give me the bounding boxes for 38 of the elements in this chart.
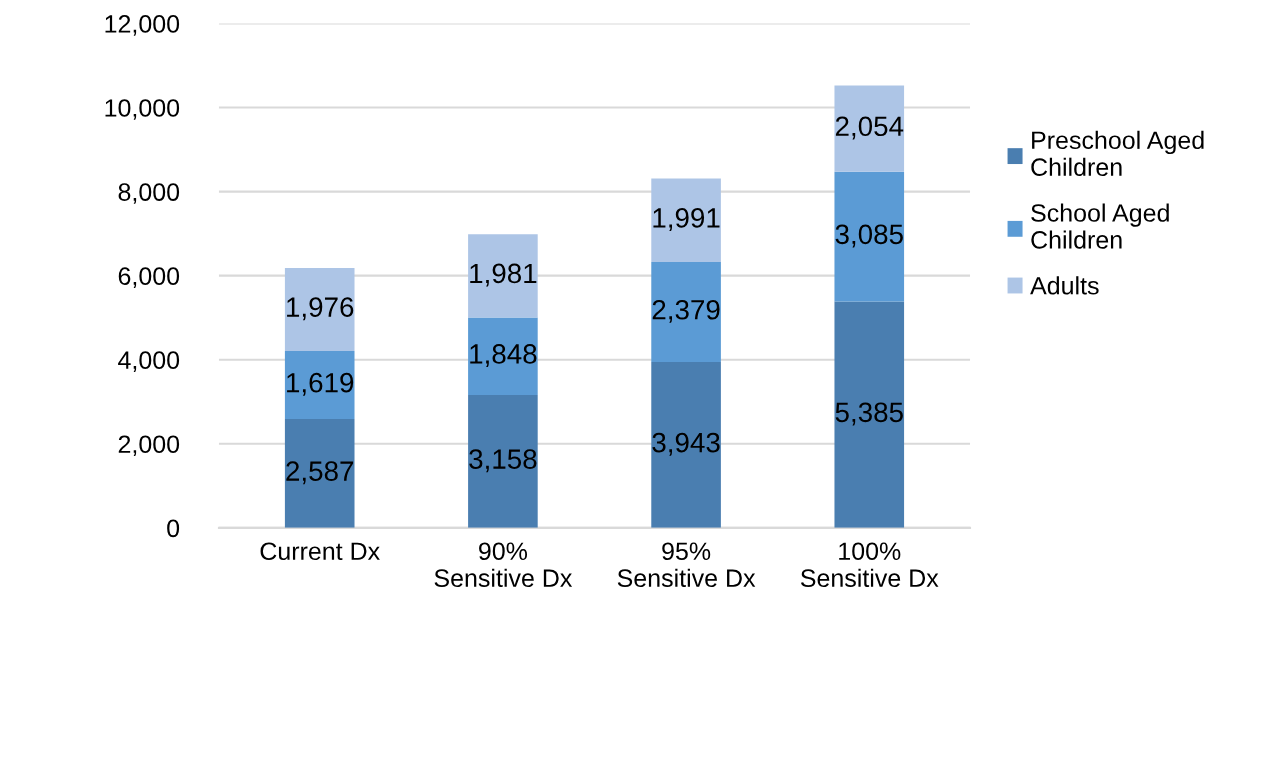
- data-label: 2,587: [286, 461, 354, 485]
- legend-label: Adults: [1030, 276, 1099, 295]
- data-label: 1,848: [470, 344, 537, 368]
- bar: [834, 171, 905, 302]
- bar: [651, 178, 721, 263]
- bar: [468, 234, 538, 318]
- data-label: 2,379: [652, 299, 720, 323]
- data-label: 3,085: [835, 224, 903, 248]
- y-tick-label: 2,000: [118, 435, 180, 457]
- y-tick-label: 10,000: [105, 99, 180, 120]
- legend-label: School Aged Children: [1031, 203, 1169, 249]
- bar: [468, 395, 538, 528]
- bar: [834, 85, 905, 172]
- bar: [284, 419, 355, 528]
- legend-label: Preschool Aged Children: [1031, 130, 1204, 177]
- data-label: 3,158: [469, 449, 537, 473]
- y-tick-label: 4,000: [118, 351, 180, 372]
- data-label: 1,976: [287, 297, 354, 321]
- bar: [834, 301, 905, 528]
- bar: [284, 351, 355, 420]
- y-tick-label: 6,000: [118, 267, 180, 288]
- bar: [651, 262, 721, 363]
- y-tick-label: 0: [167, 519, 180, 538]
- data-label: 1,619: [287, 372, 354, 396]
- bar: [284, 268, 355, 352]
- data-label: 5,385: [835, 402, 903, 426]
- x-tick-label: 90% Sensitive Dx: [434, 542, 573, 588]
- data-label: 1,991: [653, 208, 720, 232]
- data-label: 1,981: [470, 263, 537, 287]
- x-tick-label: 95% Sensitive Dx: [617, 542, 756, 588]
- y-tick-label: 8,000: [118, 183, 180, 204]
- data-label: 2,054: [835, 116, 904, 140]
- bar: [468, 317, 538, 396]
- bar: [651, 362, 721, 528]
- y-tick-label: 12,000: [105, 15, 180, 36]
- x-tick-label: 100% Sensitive Dx: [800, 542, 939, 588]
- x-tick-label: Current Dx: [260, 542, 380, 561]
- data-label: 3,943: [652, 432, 720, 456]
